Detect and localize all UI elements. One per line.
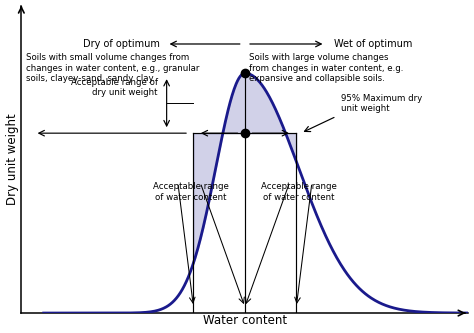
Text: Acceptable range
of water content: Acceptable range of water content <box>153 182 229 202</box>
Text: 95% Maximum dry
unit weight: 95% Maximum dry unit weight <box>341 94 422 113</box>
Text: Wet of optimum: Wet of optimum <box>334 39 413 49</box>
Text: Acceptable range of
dry unit weight: Acceptable range of dry unit weight <box>71 78 158 97</box>
Y-axis label: Dry unit weight: Dry unit weight <box>6 114 18 205</box>
Text: Soils with large volume changes
from changes in water content, e.g.
expansive an: Soils with large volume changes from cha… <box>249 53 404 83</box>
Text: Acceptable range
of water content: Acceptable range of water content <box>261 182 337 202</box>
X-axis label: Water content: Water content <box>203 314 287 327</box>
Text: Soils with small volume changes from
changes in water content, e.g., granular
so: Soils with small volume changes from cha… <box>26 53 199 83</box>
Text: Dry of optimum: Dry of optimum <box>83 39 160 49</box>
